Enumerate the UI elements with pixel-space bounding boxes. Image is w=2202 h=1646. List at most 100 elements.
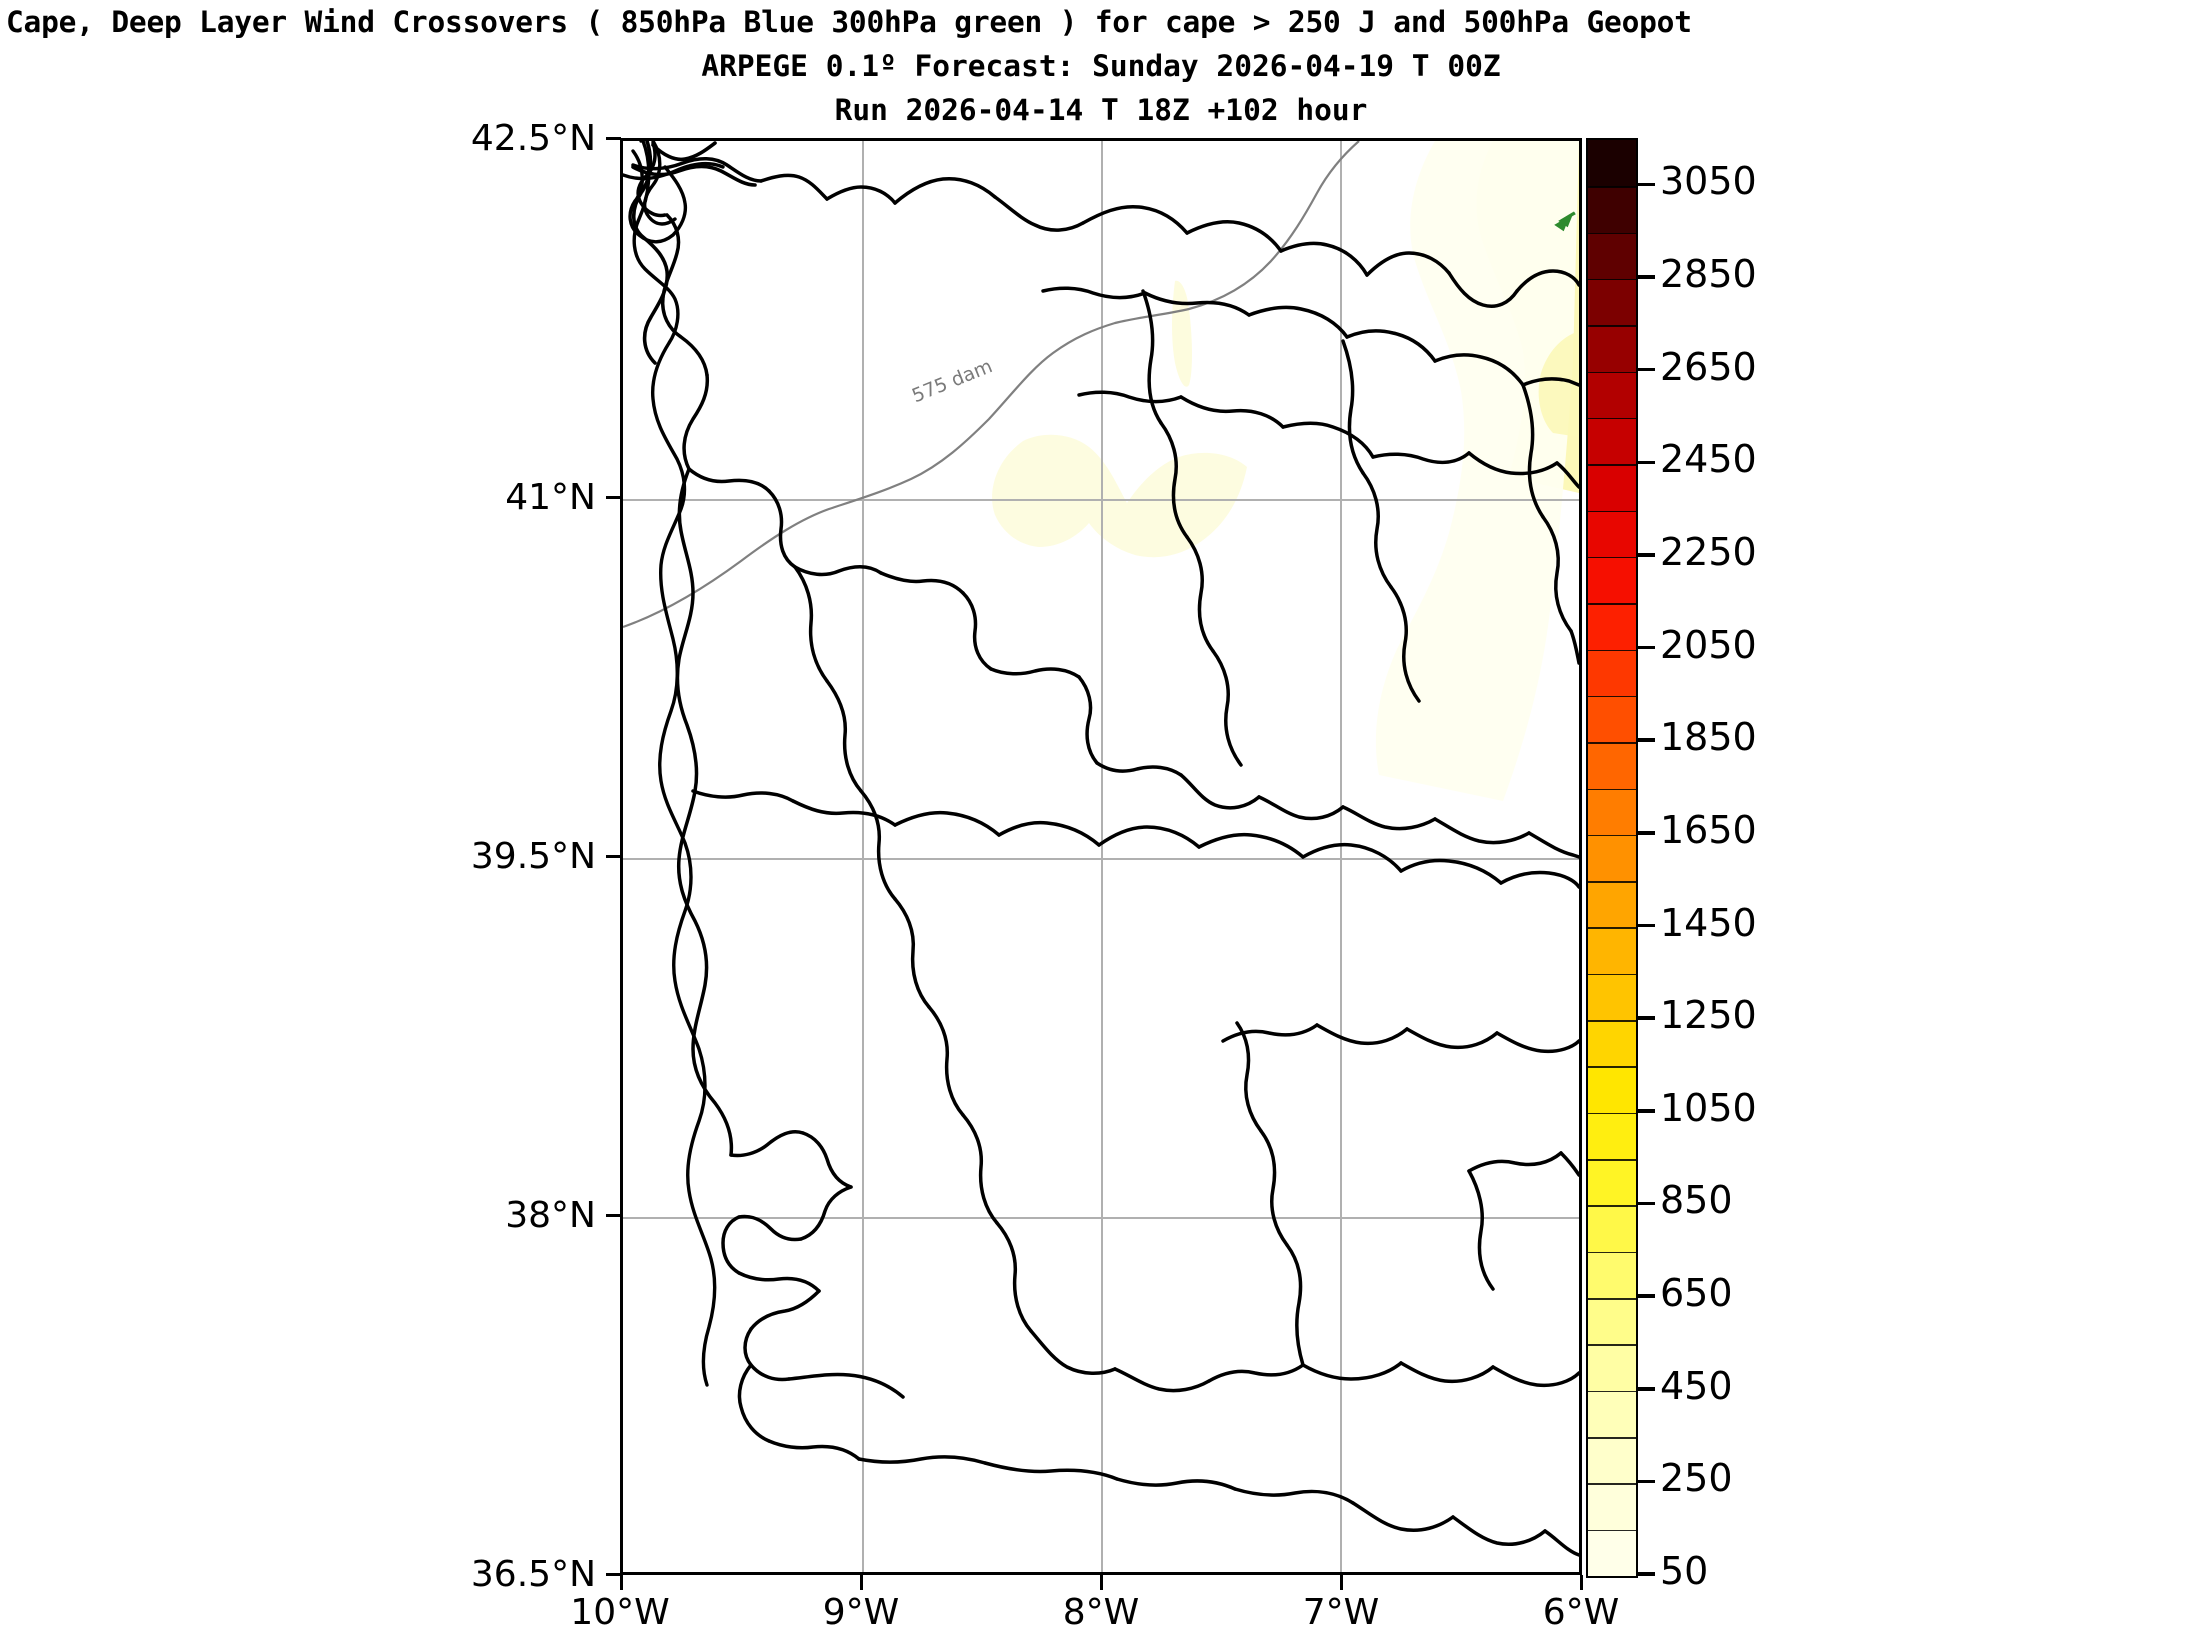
map-outline-layer xyxy=(631,141,1579,1557)
colorbar-band xyxy=(1588,1483,1636,1531)
colorbar-tick-label: 1250 xyxy=(1660,993,1757,1038)
map-axes[interactable]: 575 dam xyxy=(620,138,1582,1575)
colorbar-tick xyxy=(1638,831,1655,835)
xtick-label-7w: 7°W xyxy=(1302,1592,1380,1633)
geopotential-contour-layer xyxy=(623,141,1360,629)
colorbar-tick xyxy=(1638,275,1655,279)
colorbar-band-separator xyxy=(1588,1298,1636,1300)
colorbar-band xyxy=(1588,1529,1636,1576)
colorbar-tick-label: 3050 xyxy=(1660,159,1757,204)
colorbar-band xyxy=(1588,1159,1636,1206)
colorbar-band-separator xyxy=(1588,881,1636,883)
colorbar-band-separator xyxy=(1588,1159,1636,1161)
colorbar-tick-label: 2250 xyxy=(1660,529,1757,574)
cape-shading-layer xyxy=(992,141,1579,801)
colorbar-tick xyxy=(1638,553,1655,557)
colorbar-band-separator xyxy=(1588,1483,1636,1485)
ytick-label-41n: 41°N xyxy=(505,477,596,518)
colorbar-tick-label: 1650 xyxy=(1660,807,1757,852)
ytick-mark-41n xyxy=(606,496,621,499)
colorbar-tick-label: 2850 xyxy=(1660,252,1757,296)
wind-barb-layer xyxy=(1554,211,1576,232)
colorbar-band xyxy=(1588,603,1636,651)
colorbar-band-separator xyxy=(1588,232,1636,235)
colorbar-tick-label: 1850 xyxy=(1660,715,1757,760)
gridline-lat-41n xyxy=(623,499,1579,501)
colorbar-band-separator xyxy=(1588,1529,1636,1532)
colorbar-band xyxy=(1588,1390,1636,1438)
colorbar-tick xyxy=(1638,182,1655,187)
colorbar-band xyxy=(1588,1298,1636,1345)
colorbar-band-separator xyxy=(1588,649,1636,652)
colorbar-tick xyxy=(1638,1109,1655,1113)
colorbar-band xyxy=(1588,1112,1636,1160)
colorbar-band-separator xyxy=(1588,1344,1636,1346)
xtick-mark-10w xyxy=(620,1575,623,1590)
ytick-label-395n: 39.5°N xyxy=(470,836,596,877)
colorbar-tick xyxy=(1638,1479,1655,1484)
colorbar-band xyxy=(1588,834,1636,882)
ytick-mark-38n xyxy=(606,1214,621,1217)
xtick-mark-7w xyxy=(1340,1575,1343,1590)
colorbar-band-separator xyxy=(1588,1205,1636,1207)
gridline-lon-7w xyxy=(1340,141,1342,1572)
contour-575dam xyxy=(623,141,1360,629)
colorbar-band-separator xyxy=(1588,1390,1636,1393)
colorbar-band xyxy=(1588,464,1636,512)
ytick-label-365n: 36.5°N xyxy=(470,1554,596,1595)
colorbar-band-separator xyxy=(1588,1437,1636,1439)
colorbar-tick xyxy=(1638,1201,1655,1206)
colorbar-tick-label: 50 xyxy=(1660,1549,1709,1593)
colorbar-tick-label: 250 xyxy=(1660,1456,1733,1501)
colorbar-band xyxy=(1588,417,1636,465)
xtick-label-10w: 10°W xyxy=(570,1592,670,1633)
colorbar-band xyxy=(1588,325,1636,373)
colorbar-band xyxy=(1588,556,1636,604)
xtick-label-9w: 9°W xyxy=(822,1592,900,1633)
xtick-mark-8w xyxy=(1100,1575,1103,1590)
colorbar-band xyxy=(1588,1437,1636,1484)
cape-sliver-north xyxy=(1172,280,1192,387)
map-canvas: 575 dam xyxy=(623,141,1579,1572)
colorbar-band xyxy=(1588,1205,1636,1253)
colorbar-band-separator xyxy=(1588,834,1636,837)
colorbar[interactable] xyxy=(1586,138,1638,1578)
colorbar-band xyxy=(1588,695,1636,743)
colorbar-band-separator xyxy=(1588,788,1636,791)
colorbar-tick xyxy=(1638,1016,1655,1020)
gridline-lat-395n xyxy=(623,858,1579,860)
colorbar-tick-label: 1050 xyxy=(1660,1085,1757,1130)
colorbar-band-separator xyxy=(1588,278,1636,281)
colorbar-tick xyxy=(1638,923,1655,928)
colorbar-band xyxy=(1588,649,1636,697)
colorbar-band xyxy=(1588,510,1636,558)
colorbar-band xyxy=(1588,371,1636,419)
colorbar-tick xyxy=(1638,738,1655,742)
gridline-lat-38n xyxy=(623,1217,1579,1219)
colorbar-band xyxy=(1588,881,1636,929)
cape-patch-right-edge xyxy=(1538,331,1579,437)
xtick-label-8w: 8°W xyxy=(1062,1592,1140,1633)
ytick-label-38n: 38°N xyxy=(505,1195,596,1236)
colorbar-band-separator xyxy=(1588,1066,1636,1068)
colorbar-tick-label: 1450 xyxy=(1660,900,1757,945)
colorbar-tick xyxy=(1638,1387,1655,1391)
colorbar-band xyxy=(1588,186,1636,234)
wind-barb-300hpa-1 xyxy=(1554,211,1576,232)
colorbar-tick xyxy=(1638,1294,1655,1298)
colorbar-band-separator xyxy=(1588,1020,1636,1022)
colorbar-tick xyxy=(1638,645,1655,650)
colorbar-tick-label: 450 xyxy=(1660,1363,1733,1408)
xtick-mark-9w xyxy=(860,1575,863,1590)
colorbar-band-separator xyxy=(1588,695,1636,698)
gridline-lon-8w xyxy=(1101,141,1103,1572)
colorbar-band-separator xyxy=(1588,325,1636,327)
colorbar-band xyxy=(1588,788,1636,836)
colorbar-band xyxy=(1588,973,1636,1021)
ytick-mark-365n xyxy=(606,1573,621,1576)
colorbar-band-separator xyxy=(1588,927,1636,929)
page-title: Cape, Deep Layer Wind Crossovers ( 850hP… xyxy=(6,5,1692,39)
colorbar-band xyxy=(1588,927,1636,975)
colorbar-band-separator xyxy=(1588,742,1636,744)
colorbar-band xyxy=(1588,278,1636,326)
